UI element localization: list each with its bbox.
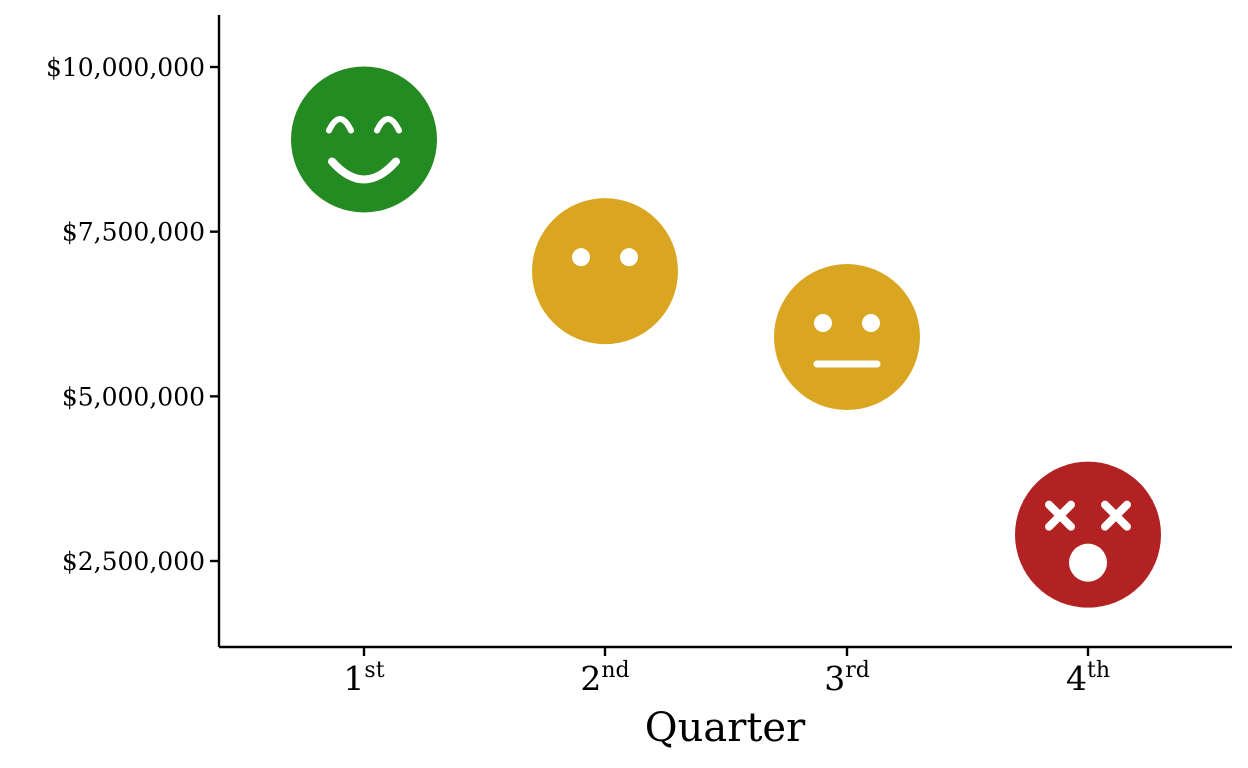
data-point-1st — [291, 66, 437, 213]
x-ticks: 1st 2nd 3rd 4th — [343, 647, 1110, 698]
x-tick-label-number: 4 — [1066, 659, 1087, 698]
mouth — [328, 157, 400, 184]
right-x-eye — [1101, 500, 1131, 531]
y-ticks: $2,500,000 $5,000,000 $7,500,000 $10,000,00… — [46, 53, 219, 576]
dizzy-face-icon — [1015, 461, 1161, 608]
x-tick-label: 4th — [1066, 658, 1110, 698]
right-eye — [620, 248, 638, 267]
x-tick-label: 3rd — [824, 658, 870, 698]
open-mouth — [1069, 543, 1107, 582]
face-circle — [1015, 461, 1161, 608]
data-point-4th — [1015, 461, 1161, 608]
data-point-3rd — [774, 264, 920, 411]
smiling-face-icon — [291, 66, 437, 213]
x-tick-label: 2nd — [580, 658, 629, 698]
neutral-blank-face-icon — [532, 198, 678, 345]
y-tick-label: $7,500,000 — [62, 218, 205, 247]
face-circle — [774, 264, 920, 411]
x-tick-label-suffix: nd — [601, 658, 629, 683]
data-points — [291, 66, 1161, 608]
left-x-eye — [1045, 500, 1075, 531]
data-point-2nd — [532, 198, 678, 345]
left-eye — [814, 314, 832, 333]
x-tick-label-number: 2 — [580, 659, 601, 698]
y-tick-label: $2,500,000 — [62, 547, 205, 576]
x-tick-label-number: 1 — [343, 659, 364, 698]
left-eye — [326, 116, 354, 134]
left-eye — [572, 248, 590, 267]
face-circle — [291, 66, 437, 213]
x-tick-label-suffix: st — [364, 658, 384, 683]
right-eye — [374, 116, 402, 134]
right-eye — [862, 314, 880, 333]
neutral-face-icon — [774, 264, 920, 411]
x-axis-title: Quarter — [645, 705, 806, 751]
y-tick-label: $10,000,000 — [46, 53, 205, 82]
y-tick-label: $5,000,000 — [62, 382, 205, 411]
x-tick-label-suffix: th — [1087, 658, 1110, 683]
x-tick-label-suffix: rd — [845, 658, 870, 683]
x-tick-label-number: 3 — [824, 659, 845, 698]
face-circle — [532, 198, 678, 345]
x-tick-label: 1st — [343, 658, 384, 698]
